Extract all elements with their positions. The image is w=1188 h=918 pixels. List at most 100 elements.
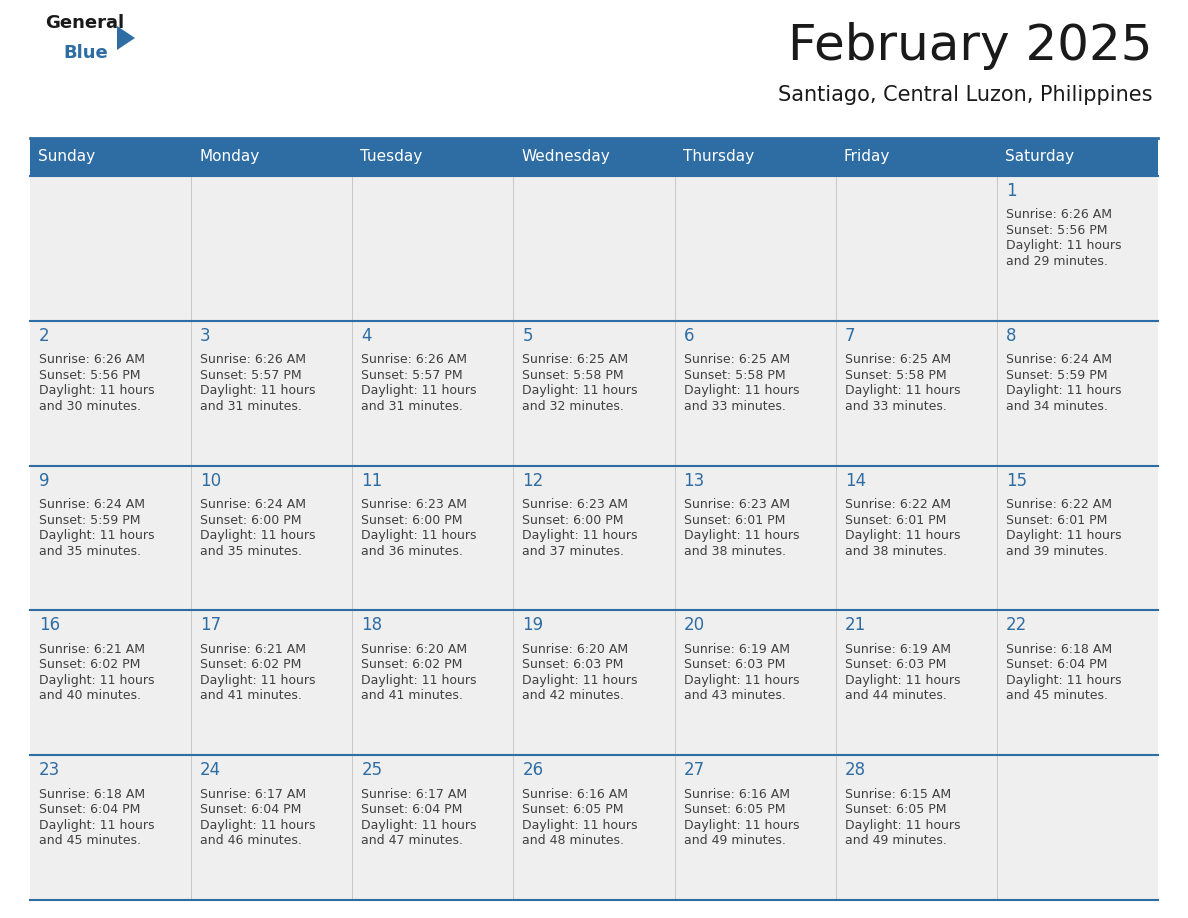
Bar: [30, 465, 191, 610]
Text: Sunset: 6:05 PM: Sunset: 6:05 PM: [845, 803, 946, 816]
Text: Sunrise: 6:16 AM: Sunrise: 6:16 AM: [683, 788, 790, 800]
Text: and 49 minutes.: and 49 minutes.: [845, 834, 947, 847]
Text: Sunrise: 6:23 AM: Sunrise: 6:23 AM: [683, 498, 790, 511]
Text: Sunset: 6:01 PM: Sunset: 6:01 PM: [845, 513, 946, 527]
Text: Daylight: 11 hours: Daylight: 11 hours: [523, 385, 638, 397]
Text: Sunset: 6:00 PM: Sunset: 6:00 PM: [361, 513, 463, 527]
Text: Daylight: 11 hours: Daylight: 11 hours: [39, 385, 154, 397]
Text: Sunrise: 6:18 AM: Sunrise: 6:18 AM: [1006, 643, 1112, 655]
Text: 12: 12: [523, 472, 544, 489]
Bar: [191, 176, 353, 320]
Text: Sunset: 6:02 PM: Sunset: 6:02 PM: [361, 658, 462, 671]
Text: Sunset: 5:56 PM: Sunset: 5:56 PM: [1006, 224, 1107, 237]
Text: and 45 minutes.: and 45 minutes.: [39, 834, 141, 847]
Text: Saturday: Saturday: [1005, 150, 1074, 164]
Text: Sunrise: 6:25 AM: Sunrise: 6:25 AM: [683, 353, 790, 366]
Text: 5: 5: [523, 327, 533, 345]
Text: and 35 minutes.: and 35 minutes.: [200, 544, 302, 557]
Text: Sunrise: 6:21 AM: Sunrise: 6:21 AM: [39, 643, 145, 655]
Text: and 48 minutes.: and 48 minutes.: [523, 834, 625, 847]
Bar: [30, 320, 191, 465]
Text: 13: 13: [683, 472, 704, 489]
Text: and 40 minutes.: and 40 minutes.: [39, 689, 141, 702]
Text: Sunset: 5:56 PM: Sunset: 5:56 PM: [39, 369, 140, 382]
Bar: [835, 138, 997, 176]
Text: Sunset: 6:03 PM: Sunset: 6:03 PM: [523, 658, 624, 671]
Text: Sunrise: 6:26 AM: Sunrise: 6:26 AM: [200, 353, 307, 366]
Bar: [997, 465, 1158, 610]
Text: Daylight: 11 hours: Daylight: 11 hours: [845, 529, 960, 543]
Text: Daylight: 11 hours: Daylight: 11 hours: [683, 529, 800, 543]
Text: Daylight: 11 hours: Daylight: 11 hours: [200, 819, 316, 832]
Text: 7: 7: [845, 327, 855, 345]
Text: and 31 minutes.: and 31 minutes.: [361, 400, 463, 413]
Text: 18: 18: [361, 616, 383, 634]
Bar: [675, 320, 835, 465]
Text: 15: 15: [1006, 472, 1026, 489]
Text: 4: 4: [361, 327, 372, 345]
Bar: [997, 320, 1158, 465]
Text: Daylight: 11 hours: Daylight: 11 hours: [361, 819, 476, 832]
Text: 10: 10: [200, 472, 221, 489]
Text: Sunset: 5:57 PM: Sunset: 5:57 PM: [200, 369, 302, 382]
Text: and 39 minutes.: and 39 minutes.: [1006, 544, 1107, 557]
Bar: [353, 176, 513, 320]
Text: and 43 minutes.: and 43 minutes.: [683, 689, 785, 702]
Bar: [191, 465, 353, 610]
Text: and 37 minutes.: and 37 minutes.: [523, 544, 625, 557]
Text: Sunrise: 6:23 AM: Sunrise: 6:23 AM: [523, 498, 628, 511]
Text: Sunset: 6:05 PM: Sunset: 6:05 PM: [523, 803, 624, 816]
Text: Daylight: 11 hours: Daylight: 11 hours: [523, 819, 638, 832]
Text: Santiago, Central Luzon, Philippines: Santiago, Central Luzon, Philippines: [778, 85, 1154, 105]
Text: Daylight: 11 hours: Daylight: 11 hours: [1006, 529, 1121, 543]
Text: 25: 25: [361, 761, 383, 779]
Text: Daylight: 11 hours: Daylight: 11 hours: [200, 385, 316, 397]
Bar: [835, 610, 997, 756]
Text: Sunrise: 6:25 AM: Sunrise: 6:25 AM: [523, 353, 628, 366]
Text: Sunset: 6:04 PM: Sunset: 6:04 PM: [200, 803, 302, 816]
Bar: [30, 610, 191, 756]
Text: 16: 16: [39, 616, 61, 634]
Text: February 2025: February 2025: [789, 22, 1154, 70]
Text: Thursday: Thursday: [683, 150, 753, 164]
Text: Friday: Friday: [843, 150, 890, 164]
Text: Sunrise: 6:24 AM: Sunrise: 6:24 AM: [1006, 353, 1112, 366]
Bar: [675, 138, 835, 176]
Bar: [191, 610, 353, 756]
Bar: [675, 465, 835, 610]
Text: Sunday: Sunday: [38, 150, 95, 164]
Text: 6: 6: [683, 327, 694, 345]
Text: 2: 2: [39, 327, 50, 345]
Text: Sunset: 6:04 PM: Sunset: 6:04 PM: [1006, 658, 1107, 671]
Text: Tuesday: Tuesday: [360, 150, 423, 164]
Text: Sunset: 6:02 PM: Sunset: 6:02 PM: [39, 658, 140, 671]
Text: and 45 minutes.: and 45 minutes.: [1006, 689, 1108, 702]
Text: Sunrise: 6:24 AM: Sunrise: 6:24 AM: [200, 498, 307, 511]
Bar: [835, 320, 997, 465]
Bar: [997, 610, 1158, 756]
Text: Blue: Blue: [63, 44, 108, 62]
Bar: [675, 176, 835, 320]
Bar: [997, 176, 1158, 320]
Text: Sunset: 6:00 PM: Sunset: 6:00 PM: [523, 513, 624, 527]
Bar: [191, 756, 353, 900]
Bar: [353, 465, 513, 610]
Text: Daylight: 11 hours: Daylight: 11 hours: [200, 674, 316, 687]
Text: Daylight: 11 hours: Daylight: 11 hours: [361, 385, 476, 397]
Text: 21: 21: [845, 616, 866, 634]
Text: Sunset: 6:04 PM: Sunset: 6:04 PM: [361, 803, 462, 816]
Bar: [353, 138, 513, 176]
Text: Daylight: 11 hours: Daylight: 11 hours: [361, 529, 476, 543]
Text: and 47 minutes.: and 47 minutes.: [361, 834, 463, 847]
Text: and 36 minutes.: and 36 minutes.: [361, 544, 463, 557]
Text: Sunset: 6:03 PM: Sunset: 6:03 PM: [845, 658, 946, 671]
Text: 8: 8: [1006, 327, 1017, 345]
Text: and 42 minutes.: and 42 minutes.: [523, 689, 625, 702]
Text: 26: 26: [523, 761, 544, 779]
Bar: [835, 465, 997, 610]
Text: Daylight: 11 hours: Daylight: 11 hours: [683, 385, 800, 397]
Text: Daylight: 11 hours: Daylight: 11 hours: [845, 819, 960, 832]
Bar: [353, 756, 513, 900]
Text: Sunset: 5:59 PM: Sunset: 5:59 PM: [1006, 369, 1107, 382]
Bar: [513, 610, 675, 756]
